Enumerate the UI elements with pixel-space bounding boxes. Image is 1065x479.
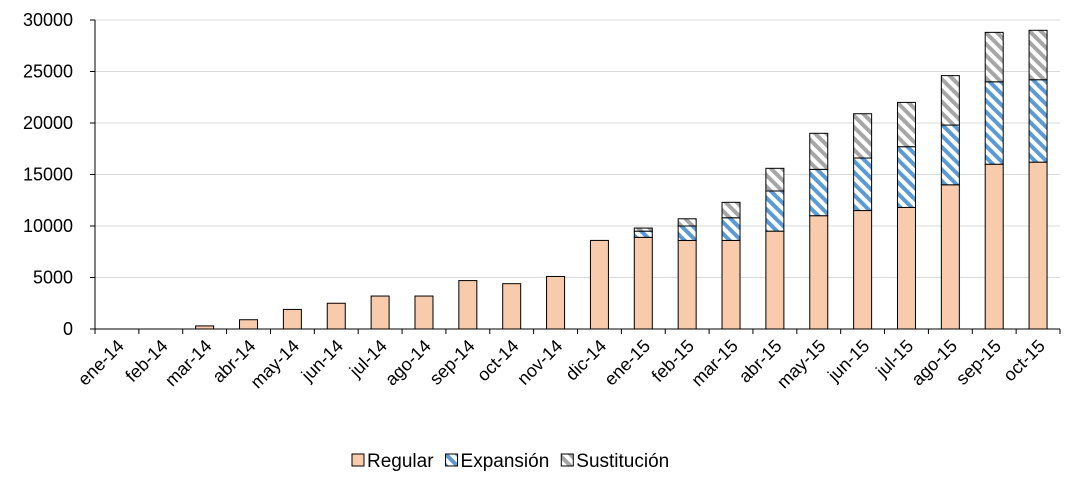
bar-segment-regular-nov-14 <box>546 275 566 330</box>
bar-segment-regular-jul-15 <box>896 206 916 330</box>
bar-segment-regular-sep-14 <box>458 280 478 330</box>
bar-segment-regular-ago-14 <box>414 295 434 330</box>
bar-segment-regular-oct-14 <box>502 283 522 330</box>
bar-segment-regular-abr-14 <box>239 319 259 330</box>
bar-segment-sustitucion-sep-15 <box>984 31 1004 83</box>
bar-segment-regular-may-14 <box>282 308 302 330</box>
bar-segment-sustitucion-mar-15 <box>721 201 741 219</box>
x-tick-label: mar-15 <box>687 336 741 390</box>
bar-segment-regular-jun-15 <box>853 210 873 330</box>
bar-segment-expansion-mar-15 <box>721 217 741 241</box>
bar-segment-regular-ene-15 <box>633 236 653 330</box>
bar-segment-sustitucion-oct-15 <box>1028 29 1048 81</box>
bar-segment-sustitucion-may-15 <box>809 132 829 170</box>
y-axis-tick-labels: 0 5000 10000 15000 20000 25000 30000 <box>23 10 73 339</box>
bar-segment-regular-mar-15 <box>721 239 741 330</box>
legend-label: Expansión <box>461 451 550 472</box>
bar-segment-expansion-may-15 <box>809 168 829 217</box>
y-tick-label: 5000 <box>33 268 73 288</box>
x-tick-label: sep-15 <box>952 336 1005 389</box>
x-tick-label: oct-15 <box>999 336 1049 386</box>
bar-segment-expansion-sep-15 <box>984 81 1004 165</box>
bar-segment-regular-feb-15 <box>677 239 697 330</box>
bar-segment-regular-jul-14 <box>370 295 390 330</box>
bar-segment-expansion-ene-15 <box>633 230 653 238</box>
legend-swatch-expansion <box>445 453 459 467</box>
bar-segment-expansion-oct-15 <box>1028 79 1048 163</box>
bar-segment-expansion-ago-15 <box>940 124 960 186</box>
x-axis-tick-labels: ene-14feb-14mar-14abr-14may-14jun-14jul-… <box>74 336 1049 393</box>
bar-segment-regular-ago-15 <box>940 184 960 330</box>
x-tick-label: ago-15 <box>907 336 961 390</box>
bar-segment-regular-jun-14 <box>326 302 346 330</box>
legend-label: Sustitución <box>576 451 669 472</box>
bar-segment-expansion-feb-15 <box>677 225 697 241</box>
y-tick-label: 25000 <box>23 62 73 82</box>
x-tick-label: sep-14 <box>426 336 479 389</box>
bar-segment-expansion-jun-15 <box>853 157 873 212</box>
bar-segment-sustitucion-jul-15 <box>896 101 916 148</box>
legend-swatch-sustitucion <box>560 453 574 467</box>
x-tick-label: jun-15 <box>823 336 873 386</box>
x-tick-label: ene-14 <box>74 336 128 390</box>
bars <box>195 29 1048 330</box>
y-tick-label: 30000 <box>23 10 73 30</box>
y-tick-label: 0 <box>63 319 73 339</box>
bar-segment-regular-sep-15 <box>984 163 1004 330</box>
x-tick-label: ene-15 <box>600 336 654 390</box>
legend-swatch-regular <box>351 453 365 467</box>
bar-segment-regular-dic-14 <box>589 239 609 330</box>
legend-label: Regular <box>367 451 434 472</box>
y-tick-label: 15000 <box>23 165 73 185</box>
axes <box>90 19 1061 334</box>
x-tick-label: mar-14 <box>161 336 215 390</box>
bar-segment-regular-may-15 <box>809 215 829 330</box>
bar-segment-expansion-jul-15 <box>896 146 916 208</box>
bar-segment-regular-oct-15 <box>1028 161 1048 330</box>
bar-segment-sustitucion-ago-15 <box>940 75 960 126</box>
x-tick-label: nov-14 <box>513 336 566 389</box>
x-tick-label: may-15 <box>773 336 830 393</box>
bar-segment-sustitucion-feb-15 <box>677 218 697 227</box>
bar-segment-regular-abr-15 <box>765 230 785 330</box>
bar-segment-sustitucion-jun-15 <box>853 113 873 159</box>
x-tick-label: jun-14 <box>297 336 347 386</box>
bar-segment-sustitucion-ene-15 <box>633 227 653 232</box>
y-tick-label: 10000 <box>23 216 73 236</box>
bar-segment-sustitucion-abr-15 <box>765 167 785 192</box>
legend: Regular Expansión Sustitución <box>351 451 669 472</box>
y-tick-label: 20000 <box>23 113 73 133</box>
x-tick-label: ago-14 <box>381 336 435 390</box>
bar-segment-expansion-abr-15 <box>765 190 785 232</box>
x-tick-label: may-14 <box>247 336 304 393</box>
